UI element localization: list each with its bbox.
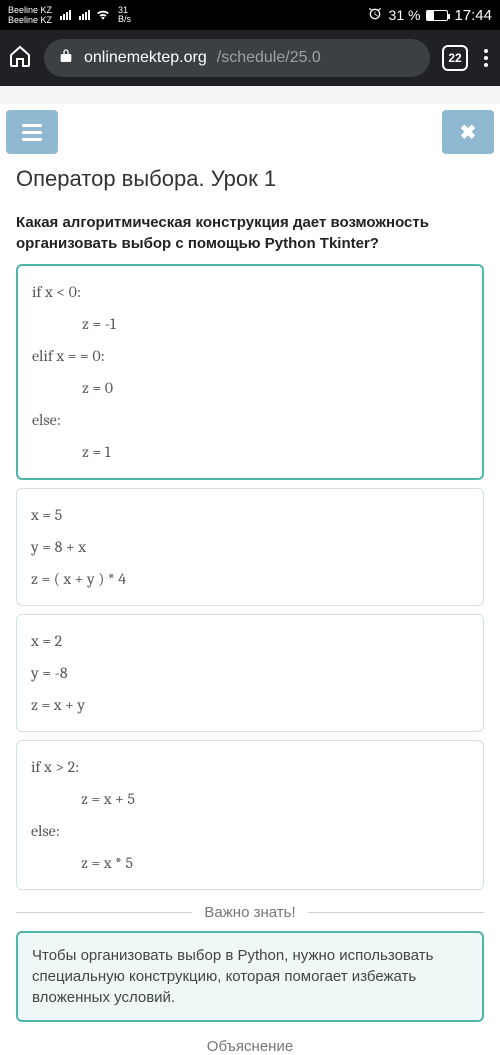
signal-icon: [60, 10, 71, 20]
lesson-title: Оператор выбора. Урок 1: [16, 166, 484, 192]
sim1-label: Beeline KZ: [8, 5, 52, 15]
lesson-content: Оператор выбора. Урок 1 Какая алгоритмич…: [0, 160, 500, 1055]
android-status-bar: Beeline KZ Beeline KZ 31 B/s 31 % 17:44: [0, 0, 500, 30]
network-speed: 31 B/s: [118, 6, 131, 24]
code-line: x = 2: [31, 625, 469, 657]
hamburger-icon: [22, 124, 42, 141]
divider-label: Важно знать!: [204, 904, 295, 921]
browser-toolbar: onlinemektep.org/schedule/25.0 22: [0, 30, 500, 86]
code-line: z = x + 5: [31, 783, 469, 815]
answer-option[interactable]: if x > 2:z = x + 5else:z = x * 5: [16, 740, 484, 890]
signal-icon: [79, 10, 90, 20]
answer-option[interactable]: if x < 0:z = -1elif x = = 0:z = 0else:z …: [16, 264, 484, 480]
status-right: 31 % 17:44: [367, 6, 492, 25]
sim2-label: Beeline KZ: [8, 15, 52, 25]
tabs-button[interactable]: 22: [442, 45, 468, 71]
home-icon[interactable]: [8, 44, 32, 73]
code-line: if x > 2:: [31, 751, 469, 783]
code-line: z = -1: [32, 308, 468, 340]
code-line: else:: [32, 404, 468, 436]
answer-option[interactable]: x = 2y = -8z = x + y: [16, 614, 484, 732]
code-line: elif x = = 0:: [32, 340, 468, 372]
url-host: onlinemektep.org: [84, 49, 207, 67]
question-text: Какая алгоритмическая конструкция дает в…: [16, 212, 484, 254]
code-line: z = 0: [32, 372, 468, 404]
close-icon: ✖: [460, 120, 477, 145]
code-line: z = x + y: [31, 689, 469, 721]
hamburger-button[interactable]: [6, 110, 58, 154]
battery-pct: 31 %: [389, 7, 421, 23]
clock: 17:44: [454, 7, 492, 24]
code-line: y = -8: [31, 657, 469, 689]
sim-labels: Beeline KZ Beeline KZ: [8, 5, 52, 25]
url-bar[interactable]: onlinemektep.org/schedule/25.0: [44, 39, 430, 77]
answer-option[interactable]: x = 5y = 8 + xz = ( x + y ) * 4: [16, 488, 484, 606]
battery-icon: [426, 10, 448, 21]
code-line: z = ( x + y ) * 4: [31, 563, 469, 595]
important-divider: Важно знать!: [16, 904, 484, 921]
code-line: z = 1: [32, 436, 468, 468]
close-button[interactable]: ✖: [442, 110, 494, 154]
note-text: Чтобы организовать выбор в Python, нужно…: [32, 947, 433, 1006]
code-line: else:: [31, 815, 469, 847]
lock-icon: [58, 48, 74, 69]
page-header: ✖: [0, 104, 500, 160]
menu-icon[interactable]: [480, 45, 492, 71]
code-line: x = 5: [31, 499, 469, 531]
status-left: Beeline KZ Beeline KZ 31 B/s: [8, 5, 131, 25]
code-line: y = 8 + x: [31, 531, 469, 563]
page-content: ✖ Оператор выбора. Урок 1 Какая алгоритм…: [0, 86, 500, 1055]
tabs-count: 22: [448, 51, 461, 65]
url-path: /schedule/25.0: [217, 49, 321, 67]
explanation-label: Объяснение: [16, 1038, 484, 1055]
code-line: z = x * 5: [31, 847, 469, 879]
alarm-icon: [367, 6, 383, 25]
net-speed-unit: B/s: [118, 15, 131, 24]
note-card: Чтобы организовать выбор в Python, нужно…: [16, 931, 484, 1022]
code-line: if x < 0:: [32, 276, 468, 308]
wifi-icon: [96, 8, 110, 23]
